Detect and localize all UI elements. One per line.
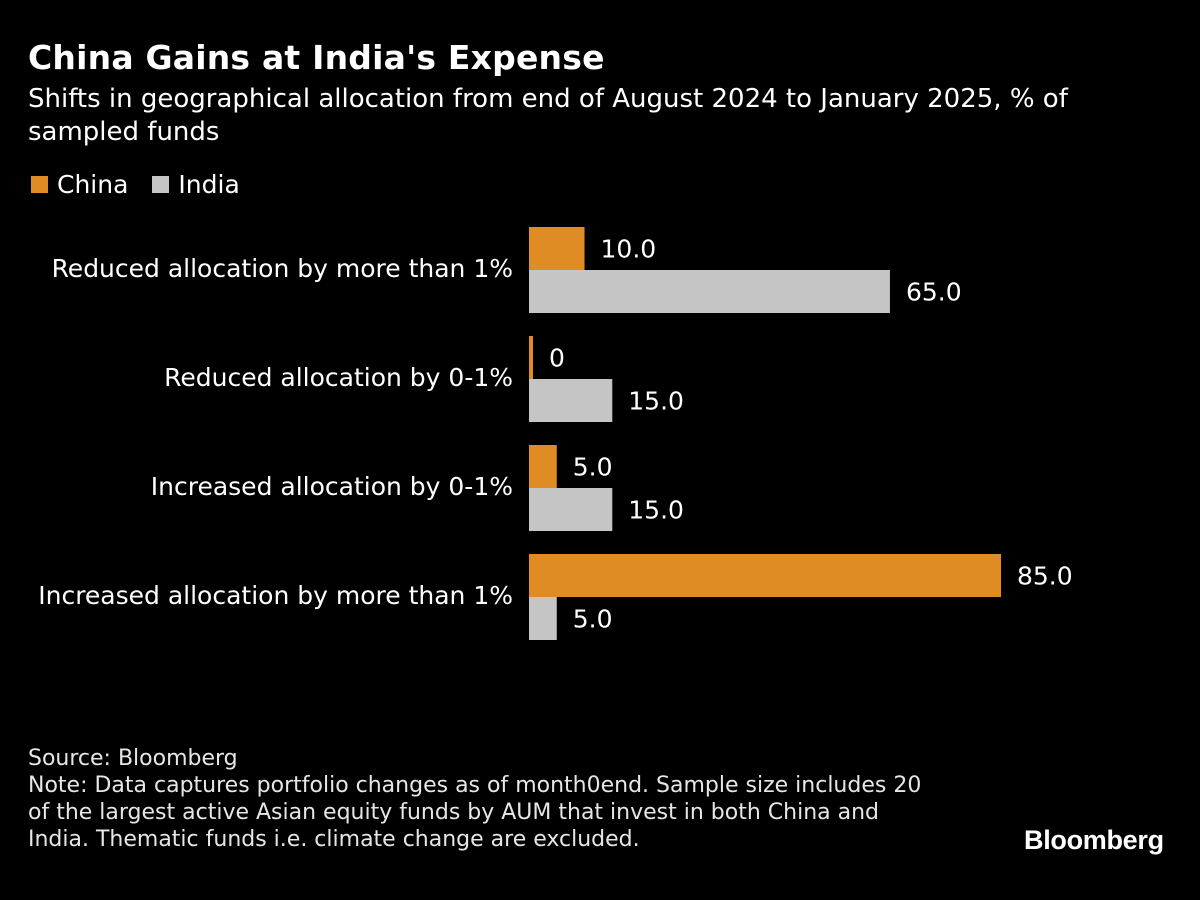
data-label-india: 15.0 xyxy=(628,387,684,416)
source-text: Source: Bloomberg xyxy=(28,746,238,771)
chart-title: China Gains at India's Expense xyxy=(28,38,605,77)
bar-chart: Reduced allocation by more than 1% 10.0 65… xyxy=(38,227,1073,640)
category-label: Reduced allocation by more than 1% xyxy=(52,254,513,283)
note-text: Note: Data captures portfolio changes as… xyxy=(28,773,922,852)
bar-china xyxy=(529,336,533,379)
data-label-china: 10.0 xyxy=(601,235,657,264)
legend-label-india: India xyxy=(178,170,240,199)
data-label-india: 15.0 xyxy=(628,496,684,525)
bar-india xyxy=(529,379,613,422)
category-label: Increased allocation by 0-1% xyxy=(151,472,513,501)
legend-label-china: China xyxy=(57,170,129,199)
category-label: Reduced allocation by 0-1% xyxy=(164,363,513,392)
bar-china xyxy=(529,227,585,270)
data-label-china: 5.0 xyxy=(573,453,613,482)
bloomberg-logo: Bloomberg xyxy=(1024,825,1164,855)
bar-india xyxy=(529,488,613,531)
legend: China India xyxy=(31,170,264,199)
chart-subtitle: Shifts in geographical allocation from e… xyxy=(28,84,1068,147)
legend-item-china: China xyxy=(31,170,128,199)
data-label-china: 85.0 xyxy=(1017,562,1073,591)
data-label-india: 65.0 xyxy=(906,278,962,307)
footer: Source: Bloomberg Note: Data captures po… xyxy=(28,745,928,853)
legend-item-india: India xyxy=(152,170,240,199)
legend-swatch-india xyxy=(152,176,170,193)
category-label: Increased allocation by more than 1% xyxy=(38,581,513,610)
bar-china xyxy=(529,445,557,488)
bar-india xyxy=(529,270,890,313)
bar-india xyxy=(529,597,557,640)
legend-swatch-china xyxy=(31,176,48,193)
data-label-india: 5.0 xyxy=(573,605,613,634)
bar-china xyxy=(529,554,1001,597)
data-label-china: 0 xyxy=(549,344,565,373)
